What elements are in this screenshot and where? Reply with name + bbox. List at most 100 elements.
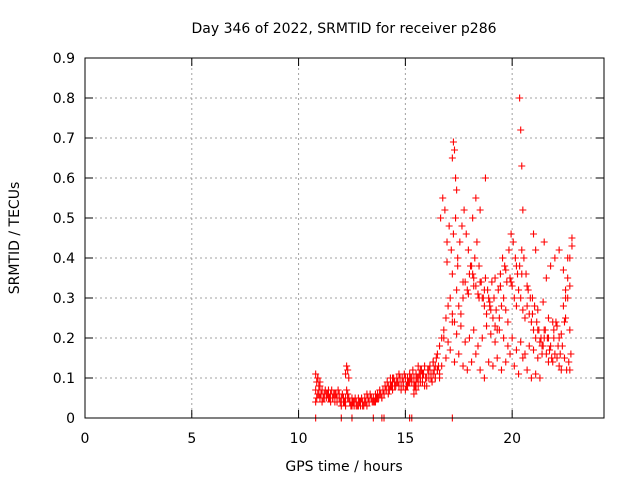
data-point	[445, 222, 453, 230]
data-point	[551, 254, 559, 262]
data-point	[443, 238, 451, 246]
data-points	[312, 94, 576, 422]
y-tick-label: 0.4	[53, 251, 75, 267]
data-point	[559, 266, 567, 274]
data-point	[476, 206, 484, 214]
data-point	[475, 262, 483, 270]
data-point	[521, 350, 529, 358]
data-point	[530, 346, 538, 354]
data-point	[540, 326, 548, 334]
data-point	[504, 318, 512, 326]
data-point	[512, 302, 520, 310]
data-point	[495, 314, 503, 322]
data-point	[516, 94, 524, 102]
data-point	[473, 238, 481, 246]
data-point	[463, 366, 471, 374]
data-point	[363, 402, 371, 410]
data-point	[488, 278, 496, 286]
data-point	[440, 334, 448, 342]
x-tick-label: 5	[187, 431, 196, 447]
data-point	[549, 318, 557, 326]
data-point	[518, 246, 526, 254]
data-point	[487, 330, 495, 338]
data-point	[459, 278, 467, 286]
data-point	[449, 230, 457, 238]
data-point	[497, 302, 505, 310]
data-point	[562, 286, 570, 294]
data-point	[518, 162, 526, 170]
data-point	[506, 350, 514, 358]
data-point	[462, 230, 470, 238]
y-tick-label: 0.5	[53, 211, 75, 227]
data-point	[524, 286, 532, 294]
data-point	[350, 398, 358, 406]
y-axis-label: SRMTID / TECUs	[7, 182, 23, 295]
data-point	[499, 254, 507, 262]
data-point	[384, 390, 392, 398]
data-point	[505, 246, 513, 254]
data-point	[469, 270, 477, 278]
data-point	[549, 358, 557, 366]
data-point	[504, 342, 512, 350]
data-point	[490, 294, 498, 302]
data-point	[447, 246, 455, 254]
data-point	[453, 330, 461, 338]
data-point	[459, 294, 467, 302]
data-point	[557, 330, 565, 338]
data-point	[542, 274, 550, 282]
data-point	[452, 214, 460, 222]
data-point	[539, 342, 547, 350]
data-point	[532, 246, 540, 254]
data-point	[540, 238, 548, 246]
data-point	[566, 366, 574, 374]
data-point	[428, 378, 436, 386]
data-point	[528, 294, 536, 302]
data-point	[523, 282, 531, 290]
data-point	[333, 398, 341, 406]
data-point	[483, 322, 491, 330]
data-point	[429, 358, 437, 366]
data-point	[483, 310, 491, 318]
data-point	[502, 266, 510, 274]
data-point	[457, 310, 465, 318]
data-point	[566, 326, 574, 334]
data-point	[476, 366, 484, 374]
data-point	[378, 394, 386, 402]
data-point	[316, 378, 324, 386]
data-point	[335, 394, 343, 402]
data-point	[464, 246, 472, 254]
data-point	[436, 342, 444, 350]
data-point	[318, 398, 326, 406]
data-point	[519, 206, 527, 214]
data-point	[481, 274, 489, 282]
data-point	[558, 342, 566, 350]
data-point	[567, 350, 575, 358]
data-point	[448, 318, 456, 326]
data-point	[457, 322, 465, 330]
data-point	[515, 286, 523, 294]
data-point	[492, 306, 500, 314]
data-point	[518, 270, 526, 278]
data-point	[412, 386, 420, 394]
data-point	[544, 314, 552, 322]
data-point	[329, 394, 337, 402]
data-point	[442, 354, 450, 362]
data-point	[401, 386, 409, 394]
data-point	[565, 358, 573, 366]
data-point	[443, 258, 451, 266]
data-point	[452, 174, 460, 182]
data-point	[537, 334, 545, 342]
data-point	[512, 262, 520, 270]
data-point	[496, 282, 504, 290]
data-point	[562, 314, 570, 322]
data-point	[414, 374, 422, 382]
y-tick-label: 0.1	[53, 371, 75, 387]
data-point	[312, 386, 320, 394]
data-point	[491, 322, 499, 330]
data-point	[544, 334, 552, 342]
data-point	[553, 322, 561, 330]
data-point	[475, 294, 483, 302]
data-point	[367, 394, 375, 402]
data-point	[521, 314, 529, 322]
data-point	[314, 390, 322, 398]
